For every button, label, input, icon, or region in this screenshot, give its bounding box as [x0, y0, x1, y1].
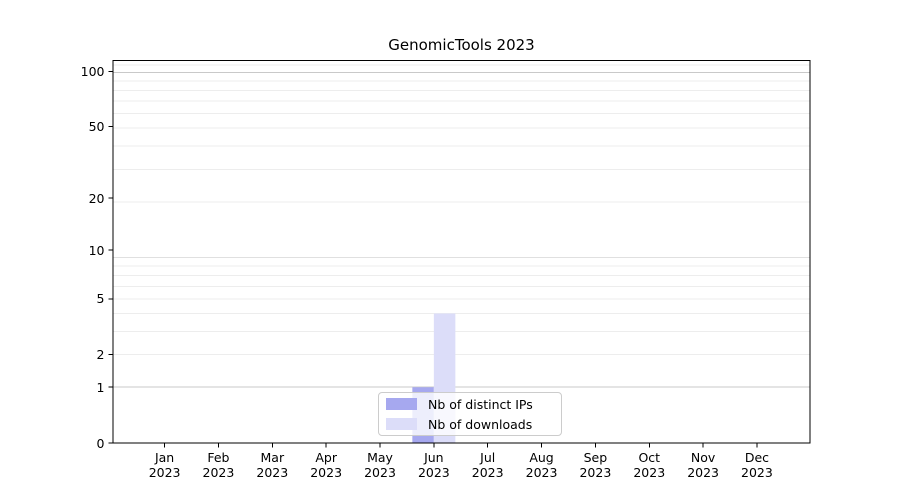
x-tick-label-dec: Dec 2023: [741, 450, 773, 480]
x-tick-label-jan: Jan 2023: [148, 450, 181, 480]
chart-title: GenomicTools 2023: [388, 36, 535, 54]
legend-item-downloads: Nb of downloads: [386, 418, 554, 431]
x-tick-label-sep: Sep 2023: [579, 450, 612, 480]
x-tick-label-may: May 2023: [364, 450, 396, 480]
y-tick-label-50: 50: [88, 119, 105, 135]
x-tick-label-apr: Apr 2023: [310, 450, 343, 480]
legend-label-downloads: Nb of downloads: [428, 416, 533, 432]
downloads-swatch-icon: [386, 418, 417, 430]
y-tick-label-100: 100: [80, 64, 105, 80]
y-tick-label-1: 1: [96, 379, 105, 395]
x-tick-label-jun: Jun 2023: [417, 450, 450, 480]
y-tick-label-10: 10: [88, 242, 105, 258]
x-tick-label-nov: Nov 2023: [687, 450, 719, 480]
x-tick-label-oct: Oct 2023: [633, 450, 666, 480]
x-tick-label-aug: Aug 2023: [525, 450, 558, 480]
distinct-ips-swatch-icon: [386, 398, 417, 410]
plot-border: [112, 60, 811, 444]
x-tick-label-feb: Feb 2023: [202, 450, 235, 480]
x-tick-label-jul: Jul 2023: [471, 450, 504, 480]
legend: Nb of distinct IPs Nb of downloads: [378, 392, 562, 436]
y-tick-label-20: 20: [88, 190, 105, 206]
y-tick-label-2: 2: [96, 347, 105, 363]
x-tick-label-mar: Mar 2023: [256, 450, 289, 480]
legend-item-distinct-ips: Nb of distinct IPs: [386, 398, 554, 411]
y-tick-label-5: 5: [96, 291, 105, 307]
y-tick-label-0: 0: [96, 435, 105, 451]
legend-label-distinct-ips: Nb of distinct IPs: [428, 396, 533, 412]
